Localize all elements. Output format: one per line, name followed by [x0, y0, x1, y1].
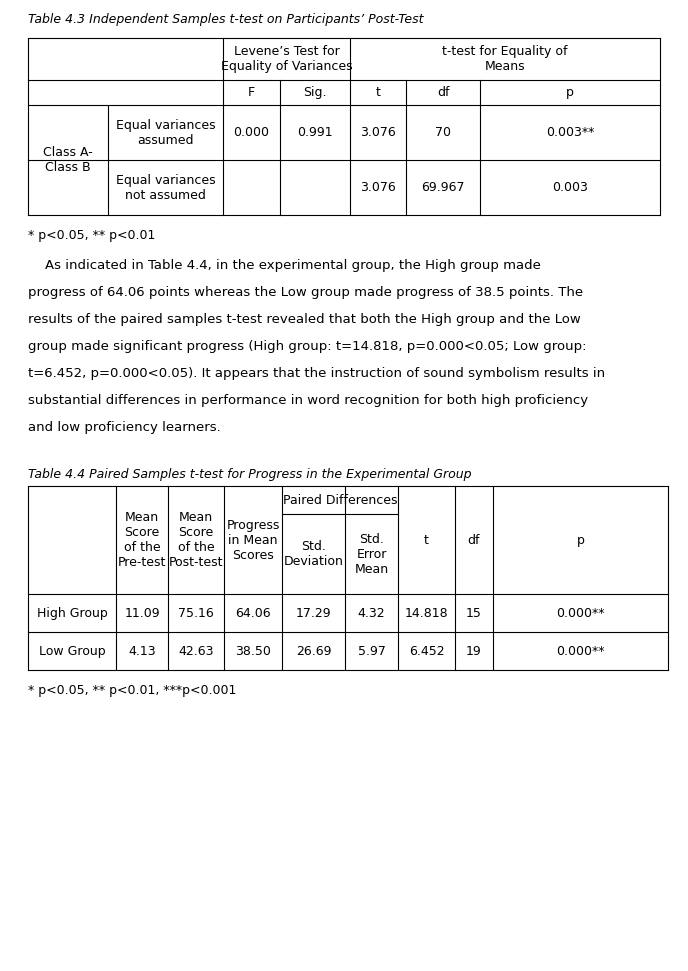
Text: 0.000: 0.000: [233, 126, 270, 139]
Text: t-test for Equality of
Means: t-test for Equality of Means: [442, 45, 568, 73]
Text: Equal variances
not assumed: Equal variances not assumed: [116, 174, 215, 202]
Text: 75.16: 75.16: [178, 607, 214, 619]
Text: Table 4.3 Independent Samples t-test on Participants’ Post-Test: Table 4.3 Independent Samples t-test on …: [28, 13, 424, 26]
Text: 70: 70: [435, 126, 451, 139]
Text: As indicated in Table 4.4, in the experimental group, the High group made: As indicated in Table 4.4, in the experi…: [28, 259, 541, 272]
Text: group made significant progress (High group: t=14.818, p=0.000<0.05; Low group:: group made significant progress (High gr…: [28, 340, 586, 353]
Text: * p<0.05, ** p<0.01: * p<0.05, ** p<0.01: [28, 229, 155, 242]
Text: Levene’s Test for
Equality of Variances: Levene’s Test for Equality of Variances: [221, 45, 352, 73]
Text: 0.991: 0.991: [297, 126, 333, 139]
Text: 14.818: 14.818: [405, 607, 449, 619]
Text: 17.29: 17.29: [296, 607, 332, 619]
Text: substantial differences in performance in word recognition for both high profici: substantial differences in performance i…: [28, 394, 588, 407]
Text: t: t: [376, 86, 380, 99]
Text: and low proficiency learners.: and low proficiency learners.: [28, 421, 221, 434]
Text: 64.06: 64.06: [235, 607, 271, 619]
Text: t: t: [424, 533, 429, 547]
Text: Equal variances
assumed: Equal variances assumed: [116, 118, 215, 147]
Text: 26.69: 26.69: [296, 645, 331, 657]
Text: Std.
Deviation: Std. Deviation: [283, 540, 343, 568]
Text: 0.003**: 0.003**: [546, 126, 594, 139]
Text: 15: 15: [466, 607, 482, 619]
Text: Paired Differences: Paired Differences: [283, 493, 397, 507]
Text: 4.13: 4.13: [128, 645, 155, 657]
Text: Mean
Score
of the
Post-test: Mean Score of the Post-test: [169, 511, 223, 569]
Text: df: df: [437, 86, 449, 99]
Text: Mean
Score
of the
Pre-test: Mean Score of the Pre-test: [118, 511, 166, 569]
Text: Progress
in Mean
Scores: Progress in Mean Scores: [226, 519, 280, 561]
Text: 0.000**: 0.000**: [557, 645, 605, 657]
Text: 0.000**: 0.000**: [557, 607, 605, 619]
Text: 3.076: 3.076: [360, 181, 396, 194]
Text: 0.003: 0.003: [552, 181, 588, 194]
Text: Sig.: Sig.: [303, 86, 327, 99]
Text: 4.32: 4.32: [358, 607, 385, 619]
Text: progress of 64.06 points whereas the Low group made progress of 38.5 points. The: progress of 64.06 points whereas the Low…: [28, 286, 583, 299]
Text: 19: 19: [466, 645, 482, 657]
Text: 3.076: 3.076: [360, 126, 396, 139]
Text: * p<0.05, ** p<0.01, ***p<0.001: * p<0.05, ** p<0.01, ***p<0.001: [28, 684, 237, 697]
Text: 69.967: 69.967: [421, 181, 465, 194]
Text: t=6.452, p=0.000<0.05). It appears that the instruction of sound symbolism resul: t=6.452, p=0.000<0.05). It appears that …: [28, 367, 605, 380]
Text: Std.
Error
Mean: Std. Error Mean: [354, 532, 389, 576]
Text: df: df: [468, 533, 480, 547]
Text: p: p: [577, 533, 584, 547]
Text: 11.09: 11.09: [125, 607, 160, 619]
Text: Class A-
Class B: Class A- Class B: [43, 146, 93, 174]
Text: High Group: High Group: [36, 607, 107, 619]
Text: 38.50: 38.50: [235, 645, 271, 657]
Text: Low Group: Low Group: [39, 645, 105, 657]
Text: 5.97: 5.97: [358, 645, 385, 657]
Text: 6.452: 6.452: [409, 645, 444, 657]
Text: Table 4.4 Paired Samples t-test for Progress in the Experimental Group: Table 4.4 Paired Samples t-test for Prog…: [28, 468, 471, 481]
Text: F: F: [248, 86, 255, 99]
Text: p: p: [566, 86, 574, 99]
Text: 42.63: 42.63: [178, 645, 214, 657]
Text: results of the paired samples t-test revealed that both the High group and the L: results of the paired samples t-test rev…: [28, 313, 581, 326]
